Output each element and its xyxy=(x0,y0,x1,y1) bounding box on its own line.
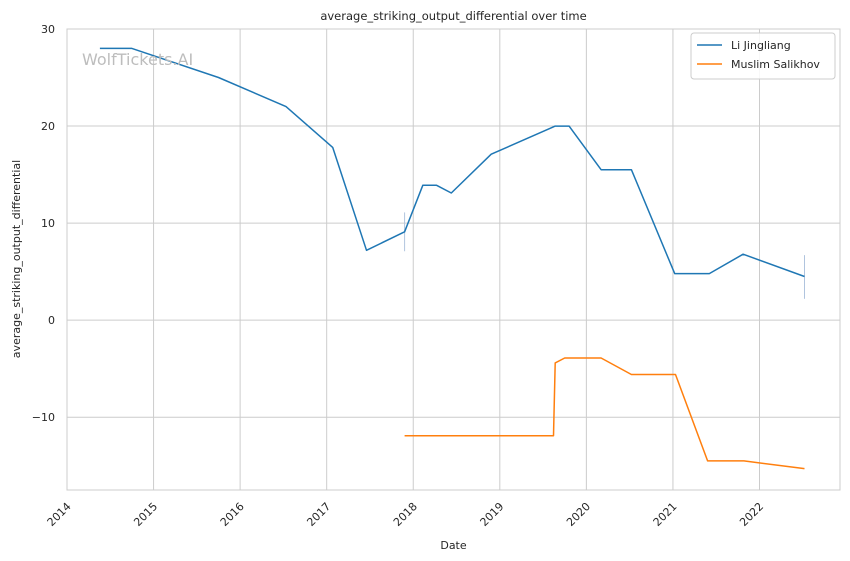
legend: Li Jingliang Muslim Salikhov xyxy=(690,32,836,80)
x-axis-title: Date xyxy=(440,539,467,552)
y-tick-label: 10 xyxy=(41,217,55,230)
legend-box xyxy=(690,32,836,80)
legend-label-muslim-salikhov: Muslim Salikhov xyxy=(731,58,820,71)
series-line-li-jingliang xyxy=(99,47,805,278)
series-lines xyxy=(99,47,805,470)
y-axis: −10 0 10 20 30 xyxy=(32,23,55,424)
watermark: WolfTickets.AI xyxy=(82,50,193,69)
y-tick-label: −10 xyxy=(32,411,55,424)
y-axis-title: average_striking_output_differential xyxy=(10,160,23,358)
chart-title: average_striking_output_differential ove… xyxy=(320,9,586,23)
x-axis: 2014 2015 2016 2017 2018 2019 2020 2021 2022 xyxy=(45,500,766,529)
series-line-muslim-salikhov xyxy=(404,357,805,470)
plot-area xyxy=(66,28,841,491)
y-tick-label: 30 xyxy=(41,23,55,36)
y-tick-label: 20 xyxy=(41,120,55,133)
legend-label-li-jingliang: Li Jingliang xyxy=(731,39,791,52)
y-tick-label: 0 xyxy=(48,314,55,327)
